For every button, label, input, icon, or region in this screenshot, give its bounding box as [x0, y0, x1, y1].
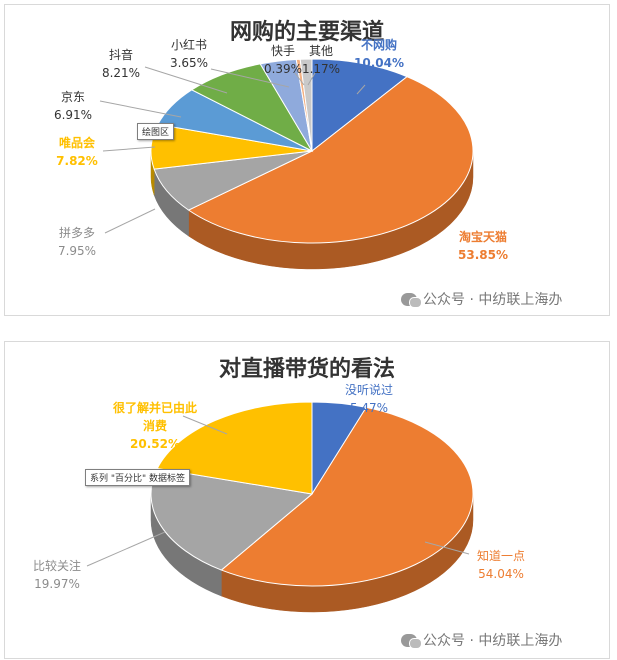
data-label-7-line-1: 小红书 — [171, 37, 207, 52]
data-label-4-line-1: 唯品会 — [59, 135, 96, 150]
chart-title: 对直播带货的看法 — [219, 356, 395, 382]
data-label-1-line-2: 5.47% — [350, 401, 388, 415]
data-label-3-line-1: 拼多多 — [59, 226, 95, 240]
pie-slice-4 — [156, 401, 313, 495]
data-label-5-line-2: 6.91% — [54, 108, 92, 122]
chart-tooltip: 绘图区 — [137, 123, 175, 140]
watermark: 公众号 · 中纺联上海办 — [401, 289, 562, 309]
leader-line-4 — [102, 146, 156, 152]
data-label-2-line-2: 54.04% — [478, 567, 524, 581]
data-label-7-line-2: 3.65% — [170, 56, 208, 70]
data-label-4-line-3: 20.52% — [130, 437, 180, 451]
data-label-3-line-2: 19.97% — [34, 577, 80, 591]
leader-line-8 — [294, 72, 305, 86]
leader-line-1 — [356, 84, 366, 95]
watermark: 公众号 · 中纺联上海办 — [401, 630, 562, 650]
data-label-5-line-1: 京东 — [61, 90, 85, 104]
pie-chart-live-commerce: 对直播带货的看法 没听说过 5.47% 知道一点 54.04% 比较关注 19.97% 很了… — [33, 356, 525, 613]
data-label-2-line-2: 53.85% — [458, 248, 508, 262]
chart-title: 网购的主要渠道 — [230, 19, 384, 45]
data-label-4-line-2: 7.82% — [56, 154, 98, 168]
pie-slice-1 — [311, 58, 408, 153]
data-label-6-line-1: 抖音 — [109, 47, 133, 62]
wechat-icon — [401, 293, 422, 308]
data-label-3-line-2: 7.95% — [58, 244, 96, 258]
chart-panel-online-shopping: 网购的主要渠道 不网购 10.04% 淘宝天猫 53.85% 拼多多 7.95% 唯品会 7.… — [4, 4, 610, 316]
data-label-8-line-2: 0.39% — [264, 62, 302, 76]
pie-slice-2 — [187, 76, 474, 244]
data-label-9-line-2: 1.17% — [302, 62, 340, 76]
data-label-1-line-1: 没听说过 — [345, 382, 393, 397]
data-label-1-line-2: 10.04% — [354, 56, 404, 70]
watermark-text: 公众号 · 中纺联上海办 — [423, 292, 563, 308]
leader-line-2 — [424, 541, 470, 555]
leader-line-5 — [99, 100, 182, 118]
leader-line-3 — [86, 531, 166, 567]
data-label-2-line-1: 知道一点 — [477, 549, 525, 563]
wechat-icon — [401, 634, 422, 649]
data-label-2-line-1: 淘宝天猫 — [459, 229, 507, 244]
pie-slice-9 — [299, 58, 313, 152]
watermark-text: 公众号 · 中纺联上海办 — [423, 633, 563, 649]
data-label-8-line-1: 快手 — [271, 44, 295, 58]
leader-line-6 — [144, 66, 228, 94]
leader-line-3 — [104, 208, 156, 234]
chart-tooltip: 系列 "百分比" 数据标签 — [85, 469, 191, 486]
leader-line-7 — [210, 68, 290, 88]
data-label-4-line-2: 消费 — [143, 418, 167, 433]
data-label-9-line-1: 其他 — [309, 44, 333, 58]
data-label-4-line-1: 很了解并已由此 — [112, 400, 197, 415]
data-label-6-line-2: 8.21% — [102, 66, 140, 80]
pie-chart-online-shopping: 网购的主要渠道 不网购 10.04% 淘宝天猫 53.85% 拼多多 7.95% 唯品会 7.… — [54, 19, 508, 270]
leader-line-4 — [182, 415, 228, 435]
pie-slice-2 — [220, 406, 474, 587]
data-label-1-line-1: 不网购 — [361, 37, 397, 52]
data-label-3-line-1: 比较关注 — [33, 558, 81, 573]
leader-line-9 — [307, 72, 316, 86]
chart-panel-live-commerce: 对直播带货的看法 没听说过 5.47% 知道一点 54.04% 比较关注 19.97% 很了… — [4, 341, 610, 659]
